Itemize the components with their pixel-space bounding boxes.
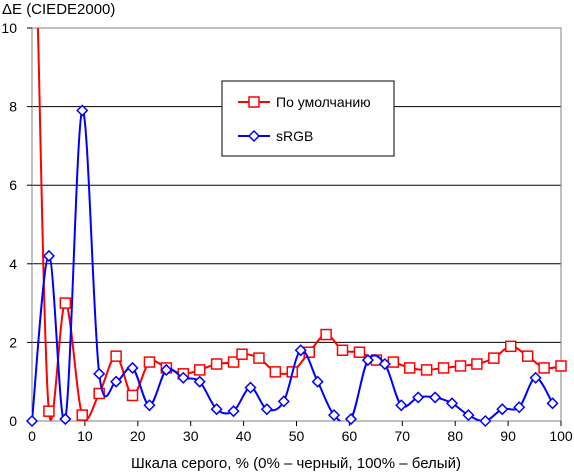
- data-point: [160, 363, 173, 376]
- data-point: [277, 395, 290, 408]
- x-axis-title: Шкала серого, % (0% – черный, 100% – бел…: [131, 455, 461, 472]
- y-tick-label: 0: [9, 413, 17, 429]
- data-point: [462, 409, 475, 422]
- data-point: [193, 375, 206, 388]
- data-point: [387, 356, 400, 368]
- data-point: [126, 389, 139, 402]
- data-point: [420, 364, 433, 376]
- x-tick-label: 100: [549, 428, 573, 444]
- y-tick-label: 8: [9, 99, 17, 115]
- data-point: [236, 348, 248, 360]
- data-point: [555, 360, 567, 372]
- x-tick-label: 0: [28, 428, 36, 444]
- data-point: [269, 366, 282, 378]
- data-point: [253, 352, 265, 364]
- y-tick-label: 2: [9, 334, 17, 350]
- legend-box: [221, 80, 395, 157]
- data-point: [294, 344, 307, 357]
- data-point: [454, 360, 467, 372]
- x-tick-label: 80: [447, 428, 463, 444]
- x-tick-label: 60: [342, 428, 358, 444]
- data-point: [320, 328, 332, 341]
- data-point: [403, 362, 416, 374]
- data-point: [227, 405, 240, 418]
- data-point: [311, 375, 324, 388]
- x-tick-label: 70: [395, 428, 411, 444]
- data-point: [529, 371, 542, 384]
- data-point: [110, 350, 122, 362]
- data-point: [59, 412, 72, 426]
- y-tick-label: 6: [9, 177, 17, 193]
- data-point: [227, 356, 240, 368]
- data-point: [378, 357, 391, 371]
- data-point: [336, 344, 349, 357]
- data-point: [353, 346, 366, 358]
- data-point: [496, 403, 509, 416]
- data-point: [344, 412, 358, 426]
- series-srgb: [25, 104, 559, 428]
- data-point: [479, 414, 492, 428]
- data-point: [42, 249, 55, 263]
- x-tick-label: 90: [500, 428, 516, 444]
- legend-swatch-srgb-marker: [247, 129, 261, 143]
- x-tick-label: 40: [236, 428, 252, 444]
- data-point: [59, 297, 72, 309]
- legend-label-srgb: sRGB: [276, 128, 313, 144]
- legend-swatch-default-marker: [248, 96, 260, 108]
- x-tick-label: 20: [130, 428, 146, 444]
- legend-label-default: По умолчанию: [276, 94, 371, 110]
- data-point: [76, 104, 89, 117]
- legend: По умолчанию sRGB: [221, 80, 395, 157]
- data-point: [546, 397, 559, 410]
- data-point: [412, 391, 425, 404]
- data-point: [93, 367, 106, 380]
- x-tick-label: 10: [77, 428, 93, 444]
- x-tick-label: 50: [289, 428, 305, 444]
- data-point: [488, 352, 500, 364]
- data-point: [445, 397, 459, 410]
- data-point: [93, 387, 105, 400]
- data-point: [126, 361, 139, 375]
- data-point: [521, 350, 534, 362]
- data-point: [43, 405, 55, 417]
- data-point: [361, 354, 374, 367]
- axis-ticks: 0 10 20 30 40 50 60 70 80 90 100 0 2 4 6 8 10: [1, 20, 572, 444]
- data-point: [395, 399, 408, 412]
- y-tick-label: 4: [9, 256, 17, 272]
- y-tick-label: 10: [1, 20, 17, 36]
- data-point: [327, 409, 341, 422]
- data-point: [177, 371, 190, 384]
- data-point: [513, 401, 526, 414]
- data-point: [210, 358, 223, 370]
- x-tick-label: 30: [183, 428, 199, 444]
- data-point: [437, 362, 450, 374]
- data-point: [471, 358, 483, 370]
- series-layer: [25, 28, 567, 428]
- y-axis-title: ΔE (CIEDE2000): [2, 1, 115, 18]
- data-point: [260, 403, 273, 416]
- data-point: [76, 409, 89, 421]
- data-point: [25, 414, 39, 428]
- data-point: [538, 362, 550, 374]
- data-point: [110, 375, 123, 388]
- data-point: [429, 391, 442, 404]
- data-point: [143, 356, 156, 368]
- data-point: [504, 340, 517, 353]
- data-point: [244, 381, 257, 394]
- data-point: [193, 364, 206, 376]
- data-point: [143, 399, 156, 412]
- data-point: [210, 403, 223, 416]
